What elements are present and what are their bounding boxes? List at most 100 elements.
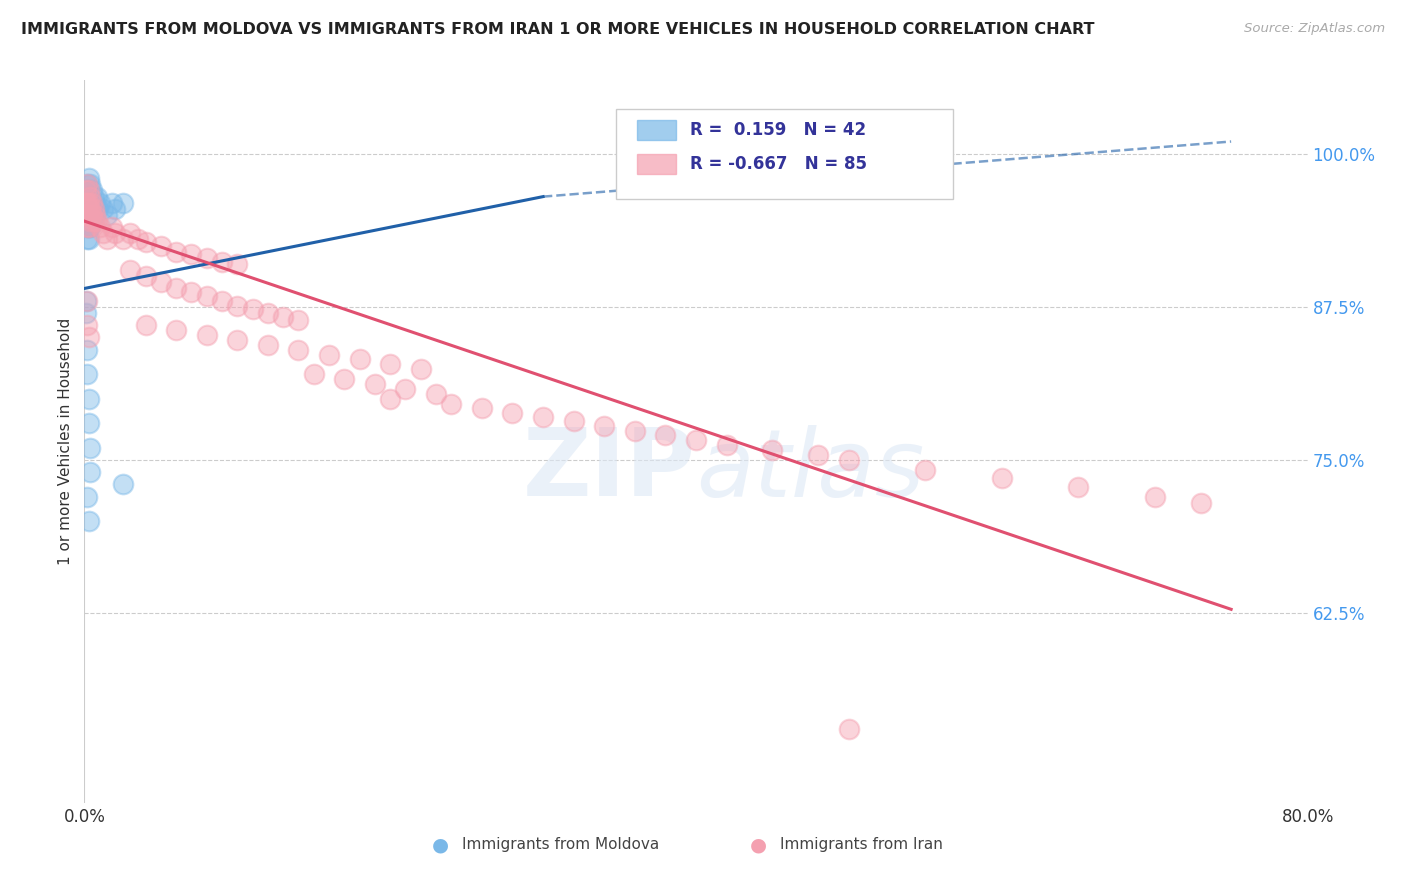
Point: [195, 251, 218, 265]
Point: [226, 257, 249, 271]
Point: [75, 306, 97, 320]
Point: [80, 208, 103, 222]
Point: [195, 289, 218, 303]
Point: [76, 318, 98, 333]
Point: [89, 220, 111, 235]
Point: [91, 227, 114, 241]
Point: [127, 232, 149, 246]
Point: [79, 195, 101, 210]
Point: [104, 227, 127, 241]
FancyBboxPatch shape: [616, 109, 953, 200]
Point: [226, 333, 249, 347]
Point: [380, 358, 402, 372]
Point: [318, 348, 340, 362]
Point: [83, 208, 105, 222]
Point: [76, 208, 98, 222]
Point: [79, 441, 101, 455]
Point: [96, 208, 118, 222]
Point: [226, 299, 249, 313]
Point: [75, 184, 97, 198]
Point: [101, 195, 124, 210]
Point: [77, 208, 100, 222]
Point: [77, 220, 100, 235]
Point: [76, 490, 98, 504]
Point: [76, 232, 98, 246]
Text: ●: ●: [432, 835, 449, 855]
Point: [165, 323, 187, 337]
Point: [76, 178, 98, 192]
Point: [593, 418, 616, 433]
Point: [80, 195, 103, 210]
FancyBboxPatch shape: [637, 120, 676, 140]
Point: [440, 396, 463, 410]
Text: Immigrants from Iran: Immigrants from Iran: [780, 838, 942, 852]
Text: atlas: atlas: [696, 425, 924, 516]
Point: [195, 328, 218, 343]
Point: [77, 416, 100, 430]
Point: [302, 367, 325, 381]
Point: [807, 448, 830, 462]
Point: [77, 208, 100, 222]
Point: [111, 195, 134, 210]
Point: [165, 244, 187, 259]
Point: [76, 293, 98, 308]
Point: [1143, 490, 1166, 504]
Point: [77, 195, 100, 210]
Point: [838, 723, 860, 737]
Text: R =  0.159   N = 42: R = 0.159 N = 42: [690, 121, 866, 139]
Point: [96, 232, 118, 246]
Point: [364, 376, 387, 391]
Point: [165, 281, 187, 295]
Point: [531, 410, 554, 425]
Point: [761, 443, 783, 458]
Point: [79, 202, 101, 216]
Point: [77, 220, 100, 235]
Text: ZIP: ZIP: [523, 425, 696, 516]
Point: [76, 367, 98, 381]
Point: [76, 220, 98, 235]
Point: [75, 195, 97, 210]
Point: [80, 184, 103, 198]
Point: [77, 330, 100, 344]
Point: [83, 202, 105, 216]
Point: [77, 171, 100, 186]
Point: [86, 214, 108, 228]
Point: [257, 306, 280, 320]
Point: [75, 293, 97, 308]
Point: [76, 195, 98, 210]
Point: [83, 189, 105, 203]
Point: [89, 195, 111, 210]
Point: [654, 428, 676, 442]
Point: [838, 453, 860, 467]
Point: [77, 184, 100, 198]
Point: [75, 195, 97, 210]
Point: [380, 392, 402, 406]
Point: [76, 208, 98, 222]
Point: [91, 202, 114, 216]
Point: [86, 189, 108, 203]
Text: Immigrants from Moldova: Immigrants from Moldova: [461, 838, 659, 852]
Point: [84, 195, 107, 210]
Point: [104, 202, 127, 216]
Point: [79, 189, 101, 203]
Text: Source: ZipAtlas.com: Source: ZipAtlas.com: [1244, 22, 1385, 36]
Point: [120, 263, 142, 277]
Point: [211, 293, 233, 308]
Point: [135, 269, 157, 284]
Point: [76, 189, 98, 203]
Point: [101, 220, 124, 235]
Point: [685, 434, 707, 448]
Point: [211, 254, 233, 268]
Point: [79, 220, 101, 235]
Point: [914, 463, 936, 477]
Point: [111, 232, 134, 246]
FancyBboxPatch shape: [637, 154, 676, 174]
Point: [76, 220, 98, 235]
Text: IMMIGRANTS FROM MOLDOVA VS IMMIGRANTS FROM IRAN 1 OR MORE VEHICLES IN HOUSEHOLD : IMMIGRANTS FROM MOLDOVA VS IMMIGRANTS FR…: [21, 22, 1095, 37]
Point: [83, 214, 105, 228]
Point: [180, 285, 202, 300]
Point: [87, 202, 110, 216]
Point: [111, 477, 134, 491]
Point: [80, 195, 103, 210]
Point: [1067, 480, 1090, 494]
